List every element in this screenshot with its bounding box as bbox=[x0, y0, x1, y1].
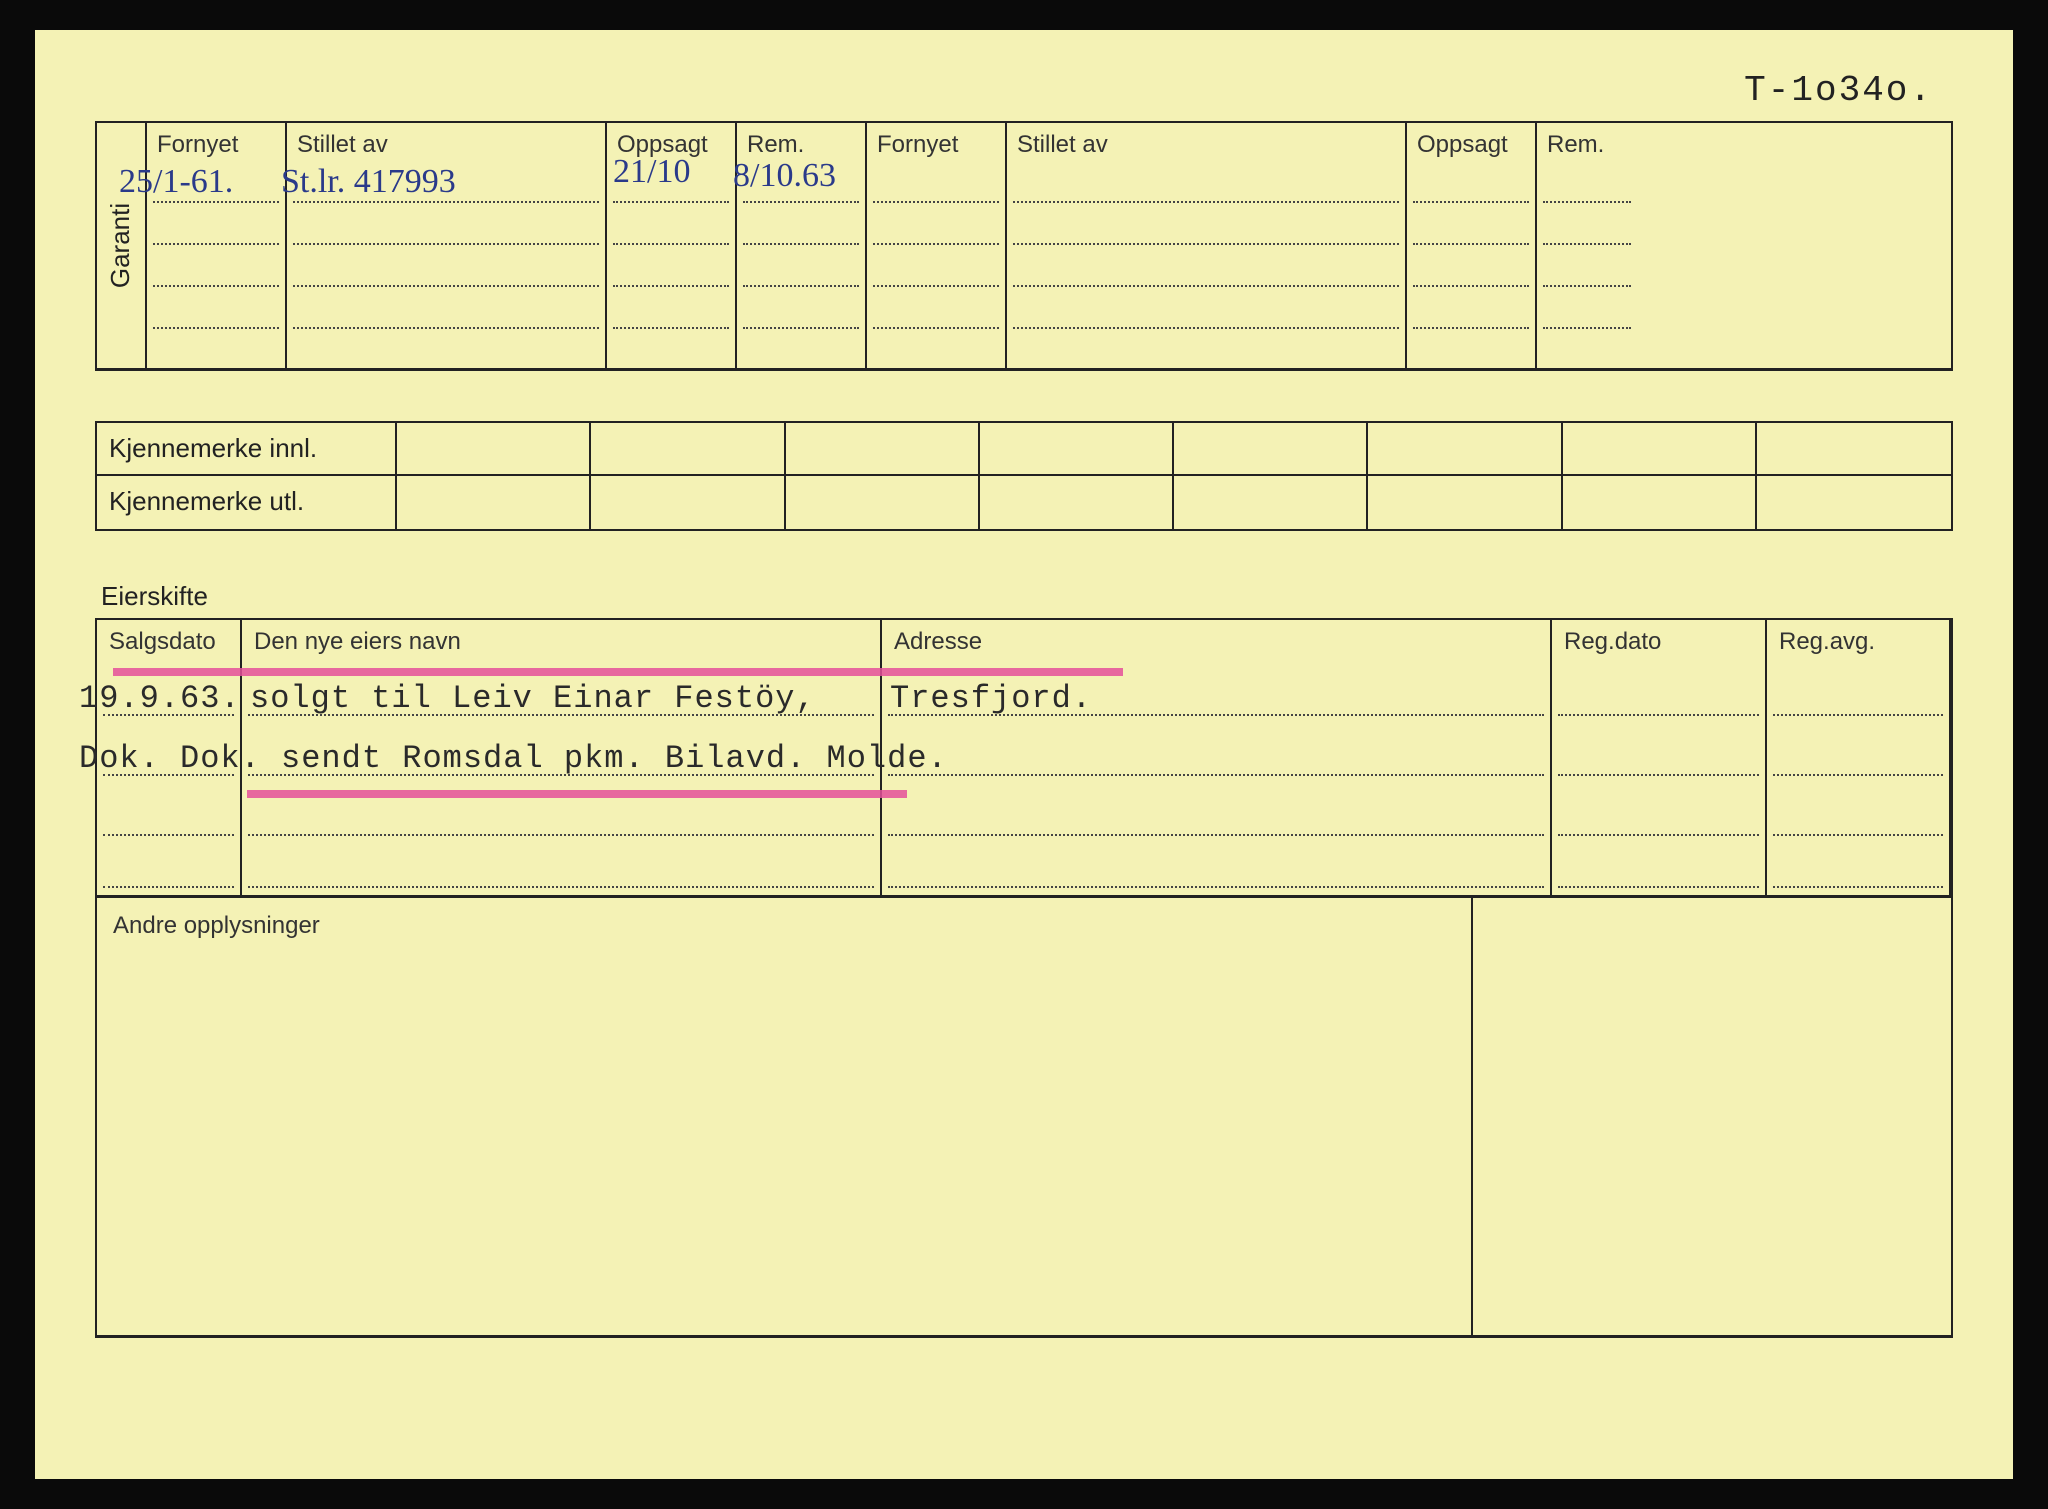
andre-title: Andre opplysninger bbox=[113, 912, 1455, 940]
col-header: Reg.avg. bbox=[1767, 620, 1949, 664]
garanti-col-oppsagt-2: Oppsagt bbox=[1407, 123, 1537, 368]
andre-right-box bbox=[1471, 898, 1951, 1335]
garanti-col-stillet-2: Stillet av bbox=[1007, 123, 1407, 368]
eier-col-adresse: Adresse Tresfjord. bbox=[882, 620, 1552, 895]
garanti-col-fornyet-1: Fornyet 25/1-61. bbox=[147, 123, 287, 368]
typed-dok-line: Dok. sendt Romsdal pkm. Bilavd. Molde. bbox=[180, 740, 948, 777]
garanti-col-fornyet-2: Fornyet bbox=[867, 123, 1007, 368]
andre-left: Andre opplysninger bbox=[97, 898, 1471, 1335]
garanti-label-text: Garanti bbox=[106, 203, 137, 288]
typed-navn: solgt til Leiv Einar Festöy, bbox=[250, 680, 816, 717]
kjennemerke-innl-label: Kjennemerke innl. bbox=[97, 423, 397, 474]
kjennemerke-row-utl: Kjennemerke utl. bbox=[97, 476, 1951, 529]
col-header: Rem. bbox=[1537, 123, 1637, 161]
document-id: T-1o34o. bbox=[95, 70, 1953, 111]
garanti-col-oppsagt-1: Oppsagt 21/10 bbox=[607, 123, 737, 368]
garanti-col-stillet-1: Stillet av St.lr. 417993 bbox=[287, 123, 607, 368]
garanti-grid: Fornyet 25/1-61. Stillet av St.lr. 41799… bbox=[147, 123, 1951, 368]
col-header: Fornyet bbox=[147, 123, 285, 161]
highlighter-stroke bbox=[113, 668, 1123, 676]
garanti-side-label: Garanti bbox=[97, 123, 147, 368]
highlighter-stroke bbox=[247, 790, 907, 798]
typed-dok-prefix: Dok. bbox=[79, 740, 160, 777]
kjennemerke-row-innl: Kjennemerke innl. bbox=[97, 423, 1951, 476]
record-card: T-1o34o. Garanti Fornyet 25/1-61. Stille… bbox=[35, 30, 2013, 1479]
col-header: Fornyet bbox=[867, 123, 1005, 161]
eier-col-regdato: Reg.dato bbox=[1552, 620, 1767, 895]
page-frame: T-1o34o. Garanti Fornyet 25/1-61. Stille… bbox=[0, 0, 2048, 1509]
andre-opplysninger-section: Andre opplysninger bbox=[95, 898, 1953, 1338]
col-body: 8/10.63 bbox=[737, 161, 865, 368]
col-header: Oppsagt bbox=[1407, 123, 1535, 161]
handwritten-rem: 8/10.63 bbox=[733, 157, 836, 195]
col-body: St.lr. 417993 bbox=[287, 161, 605, 368]
garanti-col-rem-2: Rem. bbox=[1537, 123, 1637, 368]
kjennemerke-cells bbox=[397, 423, 1951, 474]
kjennemerke-table: Kjennemerke innl. Kjennemerke utl. bbox=[95, 421, 1953, 531]
typed-adresse: Tresfjord. bbox=[890, 680, 1092, 717]
eier-col-regavg: Reg.avg. bbox=[1767, 620, 1951, 895]
handwritten-fornyet: 25/1-61. bbox=[119, 163, 233, 201]
col-header: Den nye eiers navn bbox=[242, 620, 880, 664]
col-header: Reg.dato bbox=[1552, 620, 1765, 664]
typed-salgsdato: 19.9.63. bbox=[79, 680, 241, 717]
col-header: Rem. bbox=[737, 123, 865, 161]
garanti-table: Garanti Fornyet 25/1-61. Stillet av St.l… bbox=[95, 121, 1953, 371]
col-body: 25/1-61. bbox=[147, 161, 285, 368]
eier-col-navn: Den nye eiers navn solgt til Leiv Einar … bbox=[242, 620, 882, 895]
handwritten-stillet: St.lr. 417993 bbox=[281, 163, 456, 201]
garanti-col-rem-1: Rem. 8/10.63 bbox=[737, 123, 867, 368]
eierskifte-title: Eierskifte bbox=[95, 581, 1953, 612]
col-header: Stillet av bbox=[1007, 123, 1405, 161]
col-header: Stillet av bbox=[287, 123, 605, 161]
col-body: 21/10 bbox=[607, 161, 735, 368]
eierskifte-table: Salgsdato 19.9.63. Dok. Den nye eiers na… bbox=[95, 618, 1953, 898]
col-header: Adresse bbox=[882, 620, 1550, 664]
kjennemerke-utl-label: Kjennemerke utl. bbox=[97, 476, 397, 529]
kjennemerke-cells bbox=[397, 476, 1951, 529]
handwritten-oppsagt: 21/10 bbox=[613, 153, 690, 191]
col-header: Salgsdato bbox=[97, 620, 240, 664]
